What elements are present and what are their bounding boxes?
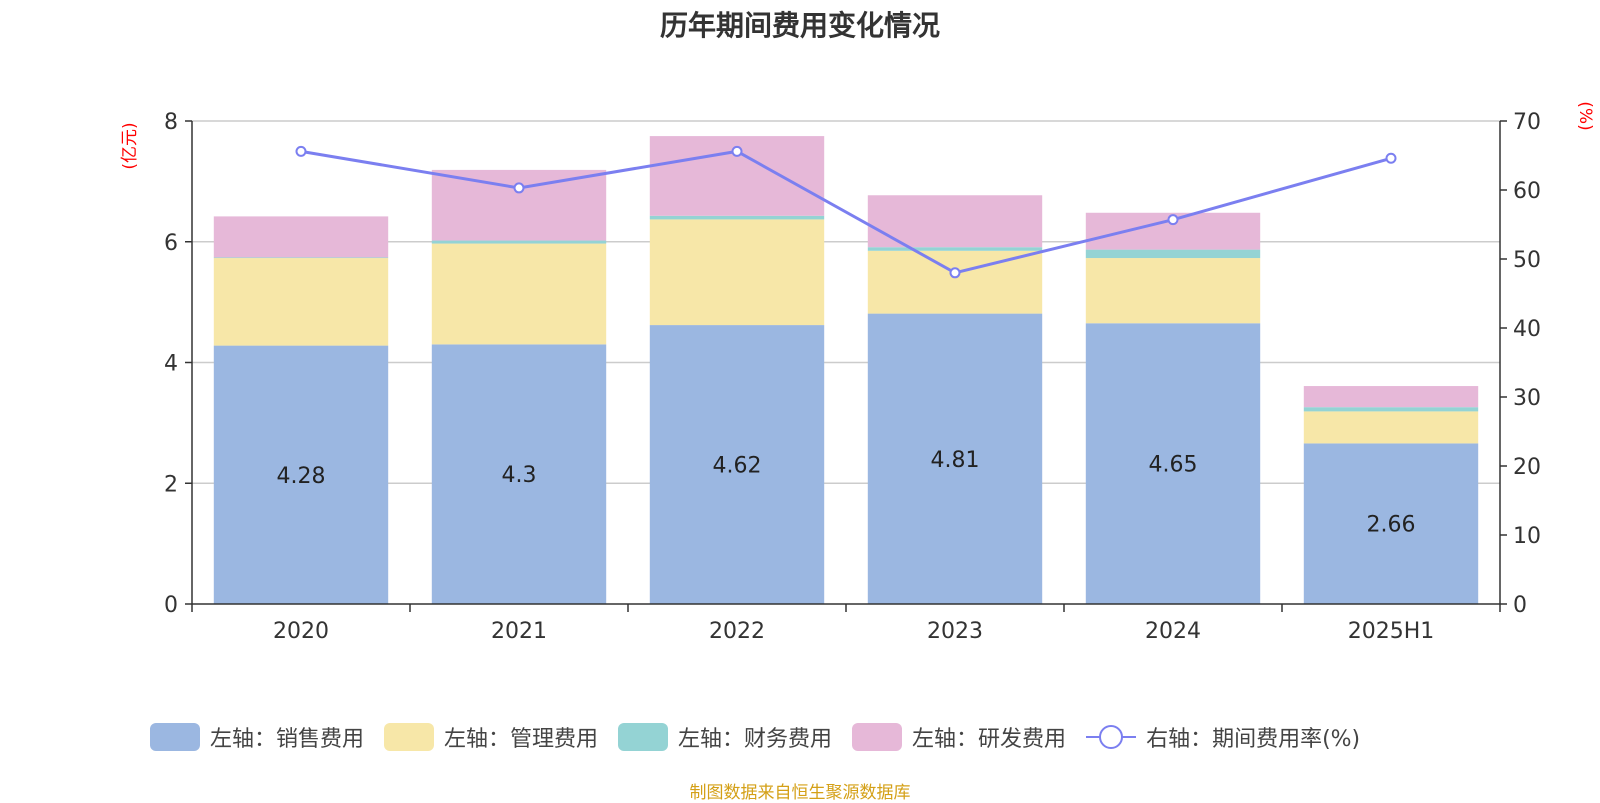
bar-segment [213,345,389,604]
chart-title: 历年期间费用变化情况 [659,9,940,42]
legend-line-marker [1086,725,1137,749]
expense-rate-point [1167,214,1179,226]
expense-rate-point [949,267,961,279]
bar-segment [1085,323,1261,604]
x-axis-tick-label: 2025H1 [1348,619,1435,644]
expense-rate-point [295,145,307,157]
bar-segment [1085,258,1261,324]
bar-segment [867,250,1043,314]
bar-segment [431,169,607,241]
x-axis-tick-label: 2023 [927,619,983,644]
bar-segment [213,258,389,346]
bar-segment [431,243,607,345]
left-axis-tick-label: 2 [164,472,178,497]
legend-swatch [618,723,669,751]
right-axis-tick-label: 30 [1513,386,1541,411]
bar-segment [1303,443,1479,604]
left-axis-label: (亿元) [120,122,140,169]
legend-item[interactable]: 左轴：销售费用 [150,721,364,753]
legend-line-dot [1099,725,1124,749]
right-axis-tick-label: 20 [1513,455,1541,480]
grid-layer [192,120,1500,484]
bar-segment [1085,249,1261,259]
expense-rate-point [513,182,525,194]
bar-segment [649,325,825,604]
expense-rate-point [731,145,743,157]
bar-value-label: 4.28 [277,464,326,489]
left-axis-tick-label: 8 [164,110,178,135]
bar-segment [1303,411,1479,444]
right-axis-tick-label: 0 [1513,593,1527,618]
line-layer [295,145,1397,279]
x-axis-tick-label: 2020 [273,619,329,644]
bar-segment [867,247,1043,251]
left-axis-tick-label: 6 [164,231,178,256]
legend-label: 右轴：期间费用率(%) [1146,727,1361,752]
bar-segment [867,313,1043,604]
chart-plot: 4.28 4.3 4.62 4.81 4.65 2.66 0 2 4 6 8 0 10 20 30 40 50… [120,101,1595,644]
axis-layer: 0 2 4 6 8 0 10 20 30 40 50 60 70 2020 2021 2022 2023 2024… [164,110,1541,644]
left-axis-tick-label: 0 [164,593,178,618]
legend: 左轴：销售费用 左轴：管理费用 左轴：财务费用 左轴：研发费用 右轴：期间费用率(%) [150,722,1380,752]
legend-swatch [852,723,903,751]
bar-segment [431,344,607,604]
legend-item[interactable]: 右轴：期间费用率(%) [1086,721,1360,753]
legend-swatch [150,723,200,751]
legend-label: 左轴：财务费用 [678,727,833,752]
bar-value-label: 2.66 [1367,513,1416,538]
bar-segment [431,240,607,244]
legend-item[interactable]: 左轴：管理费用 [384,721,598,753]
legend-label: 左轴：研发费用 [912,727,1067,752]
source-note: 制图数据来自恒生聚源数据库 [689,783,911,803]
bar-segment [649,215,825,220]
x-axis-tick-label: 2024 [1145,619,1201,644]
bar-value-label: 4.62 [713,454,762,479]
expense-rate-point [1385,152,1397,164]
left-axis-tick-label: 4 [164,352,178,377]
bar-segment [1303,386,1479,408]
legend-label: 左轴：销售费用 [210,727,365,752]
right-axis-tick-label: 60 [1513,179,1541,204]
x-axis-tick-label: 2021 [491,619,547,644]
right-axis-label: (%) [1575,101,1595,130]
legend-item[interactable]: 左轴：研发费用 [852,721,1066,753]
data-label-layer: 4.28 4.3 4.62 4.81 4.65 2.66 [277,448,1416,538]
right-axis-tick-label: 50 [1513,248,1541,273]
bar-value-label: 4.65 [1149,453,1198,478]
legend-item[interactable]: 左轴：财务费用 [618,721,832,753]
x-axis-tick-label: 2022 [709,619,765,644]
right-axis-tick-label: 70 [1513,110,1541,135]
legend-swatch [384,723,435,751]
legend-label: 左轴：管理费用 [444,727,599,752]
bar-value-label: 4.3 [502,463,537,488]
bar-segment [213,216,389,258]
right-axis-tick-label: 40 [1513,317,1541,342]
expense-rate-line [300,149,1392,275]
bar-value-label: 4.81 [931,448,980,473]
right-axis-tick-label: 10 [1513,524,1541,549]
bar-segment [1303,407,1479,412]
bar-segment [867,195,1043,248]
bar-segment [213,257,389,259]
bar-segment [649,219,825,326]
bar-layer [213,136,1479,604]
